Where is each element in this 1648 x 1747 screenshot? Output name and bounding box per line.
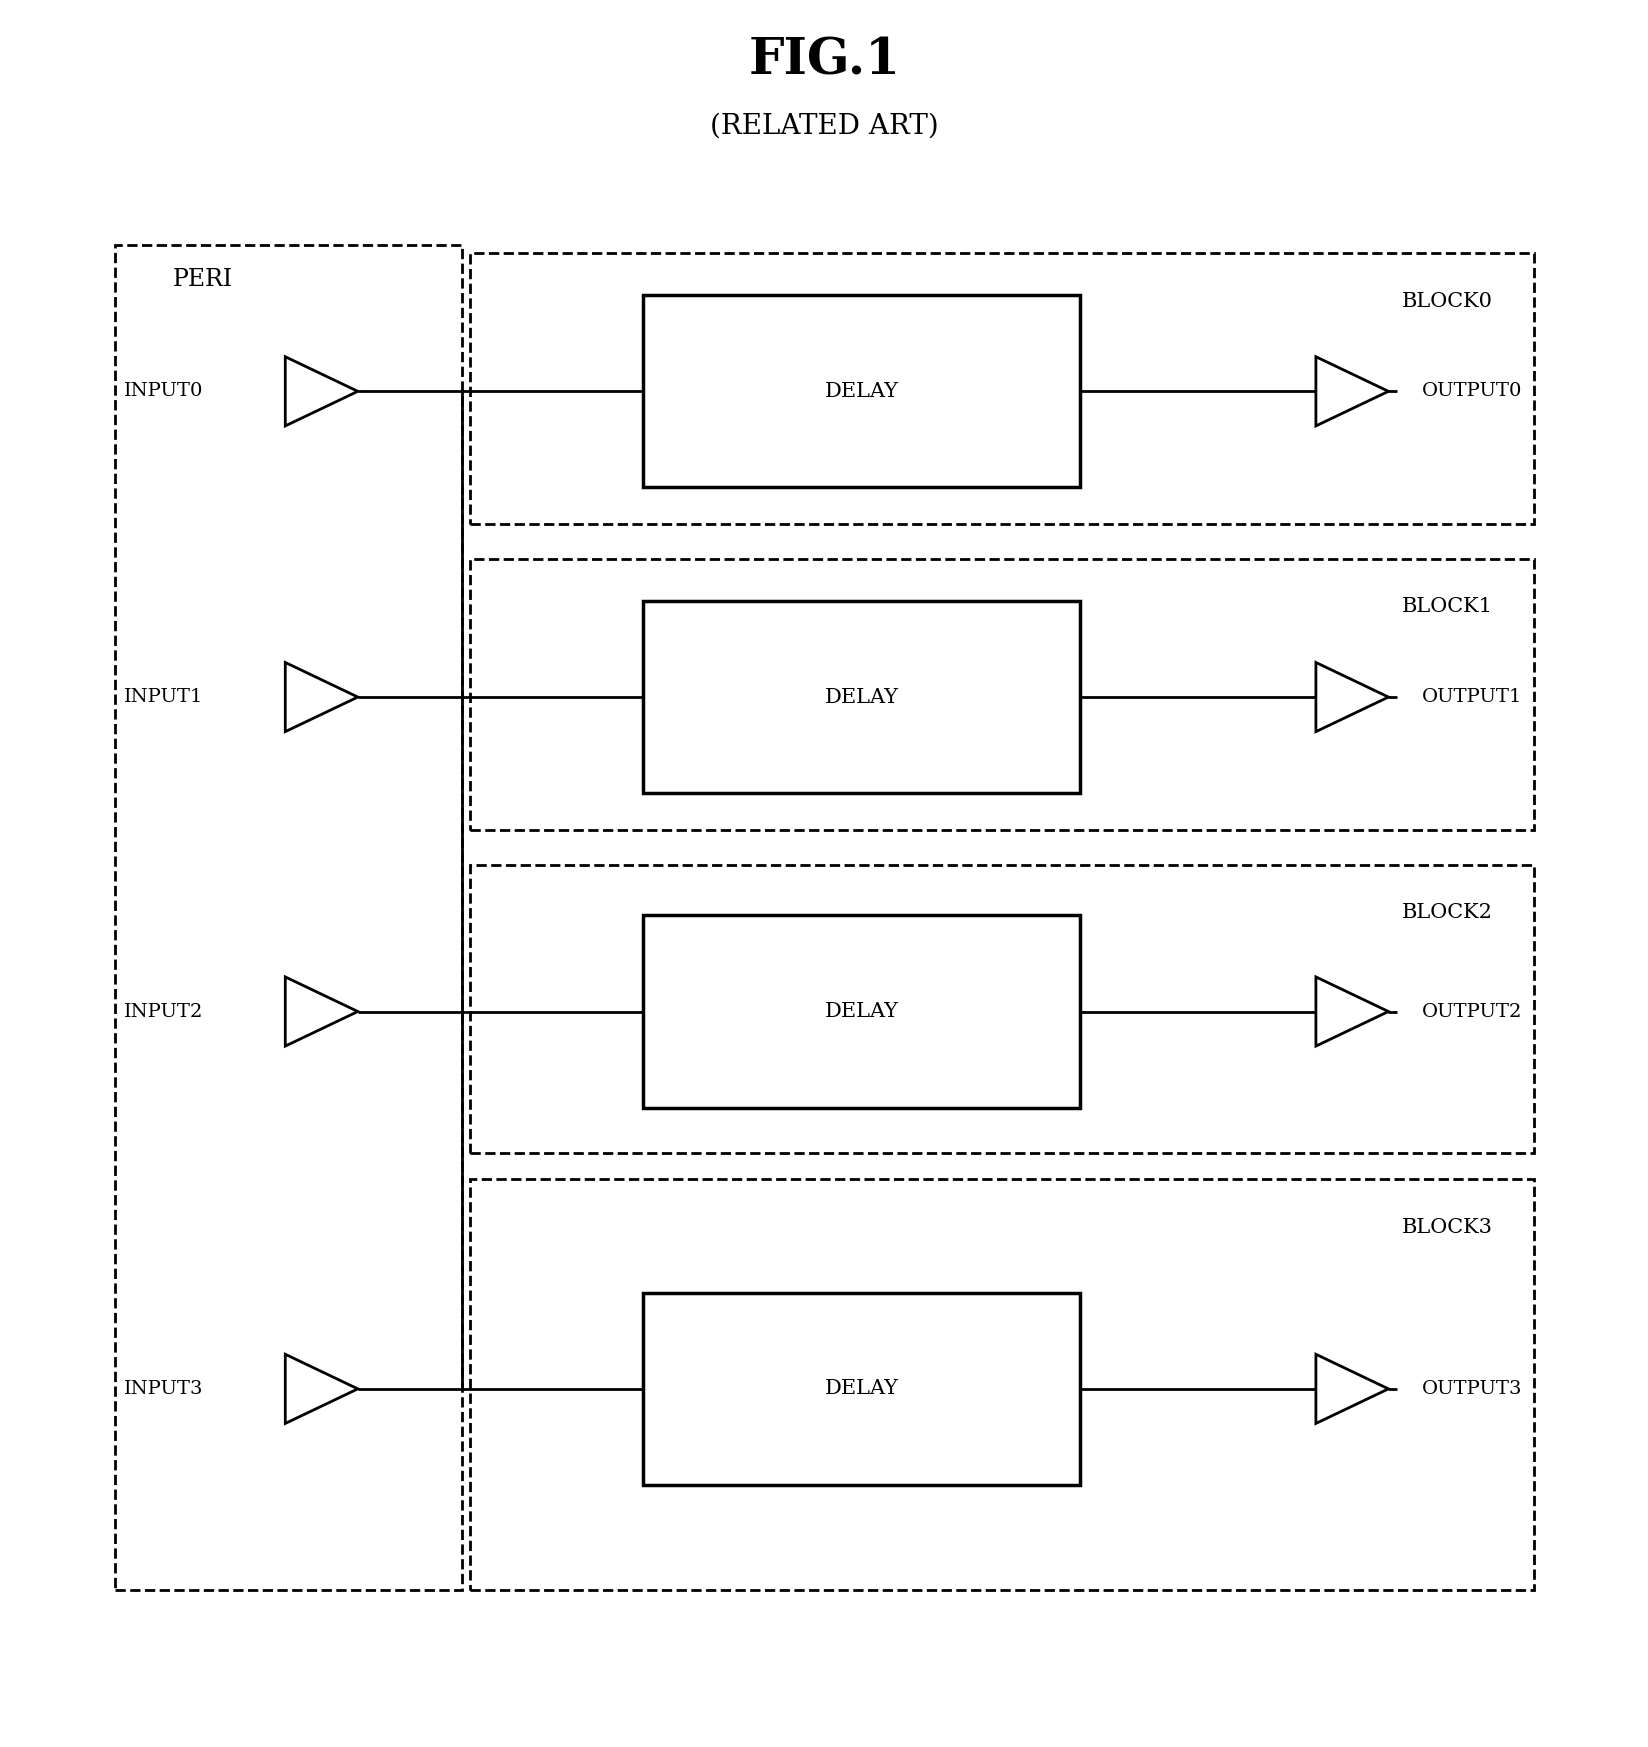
Text: FIG.1: FIG.1 bbox=[748, 37, 900, 86]
Text: BLOCK3: BLOCK3 bbox=[1401, 1218, 1491, 1237]
Text: BLOCK2: BLOCK2 bbox=[1401, 903, 1491, 922]
Text: BLOCK1: BLOCK1 bbox=[1401, 597, 1491, 617]
Text: BLOCK0: BLOCK0 bbox=[1401, 292, 1491, 311]
Bar bbox=[470, 253, 1533, 524]
Bar bbox=[643, 1293, 1079, 1485]
Text: OUTPUT0: OUTPUT0 bbox=[1421, 383, 1521, 400]
Text: INPUT3: INPUT3 bbox=[124, 1380, 203, 1398]
Text: OUTPUT3: OUTPUT3 bbox=[1421, 1380, 1521, 1398]
Bar bbox=[643, 295, 1079, 487]
Text: INPUT0: INPUT0 bbox=[124, 383, 203, 400]
Bar bbox=[643, 601, 1079, 793]
Text: DELAY: DELAY bbox=[824, 383, 898, 400]
Text: OUTPUT2: OUTPUT2 bbox=[1421, 1003, 1521, 1020]
Bar bbox=[470, 559, 1533, 830]
Bar bbox=[115, 245, 461, 1590]
Text: OUTPUT1: OUTPUT1 bbox=[1421, 688, 1521, 706]
Bar bbox=[643, 915, 1079, 1108]
Text: DELAY: DELAY bbox=[824, 1003, 898, 1020]
Text: DELAY: DELAY bbox=[824, 1380, 898, 1398]
Text: (RELATED ART): (RELATED ART) bbox=[710, 112, 938, 140]
Bar bbox=[470, 865, 1533, 1153]
Text: INPUT1: INPUT1 bbox=[124, 688, 203, 706]
Text: PERI: PERI bbox=[173, 267, 232, 292]
Text: INPUT2: INPUT2 bbox=[124, 1003, 203, 1020]
Bar bbox=[470, 1179, 1533, 1590]
Text: DELAY: DELAY bbox=[824, 688, 898, 706]
